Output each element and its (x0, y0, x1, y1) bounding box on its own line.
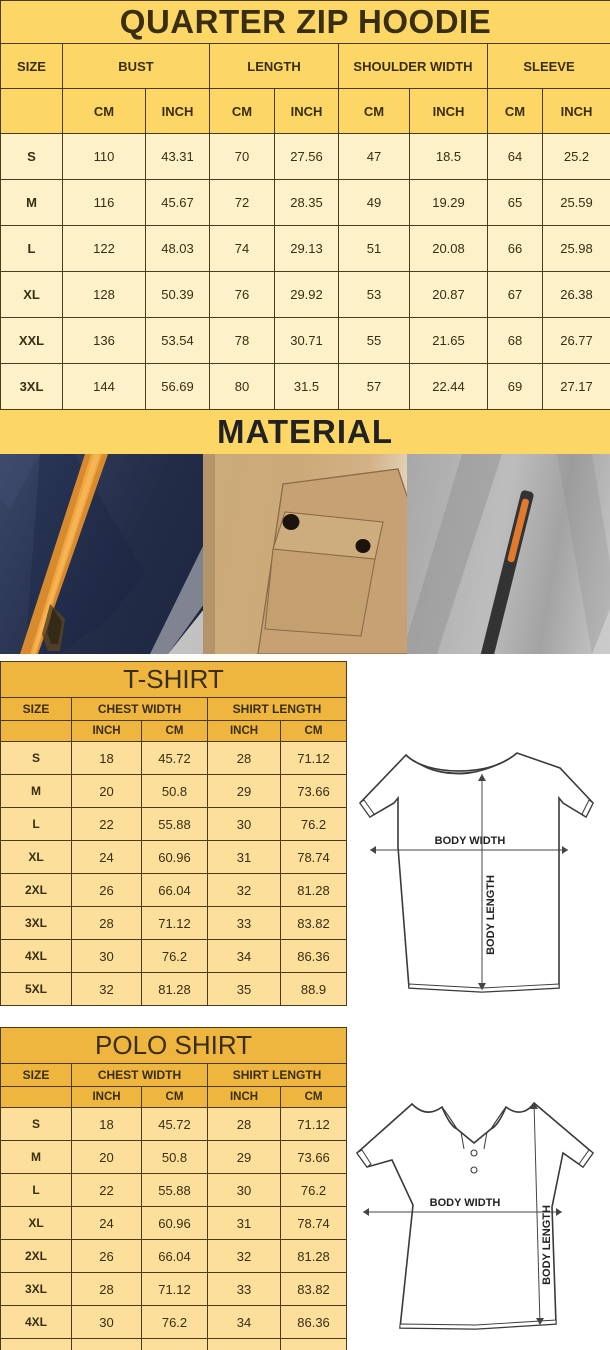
svg-text:BODY WIDTH: BODY WIDTH (435, 835, 506, 847)
svg-text:BODY LENGTH: BODY LENGTH (485, 875, 497, 955)
svg-text:BODY WIDTH: BODY WIDTH (430, 1197, 501, 1209)
svg-text:BODY LENGTH: BODY LENGTH (541, 1205, 553, 1285)
